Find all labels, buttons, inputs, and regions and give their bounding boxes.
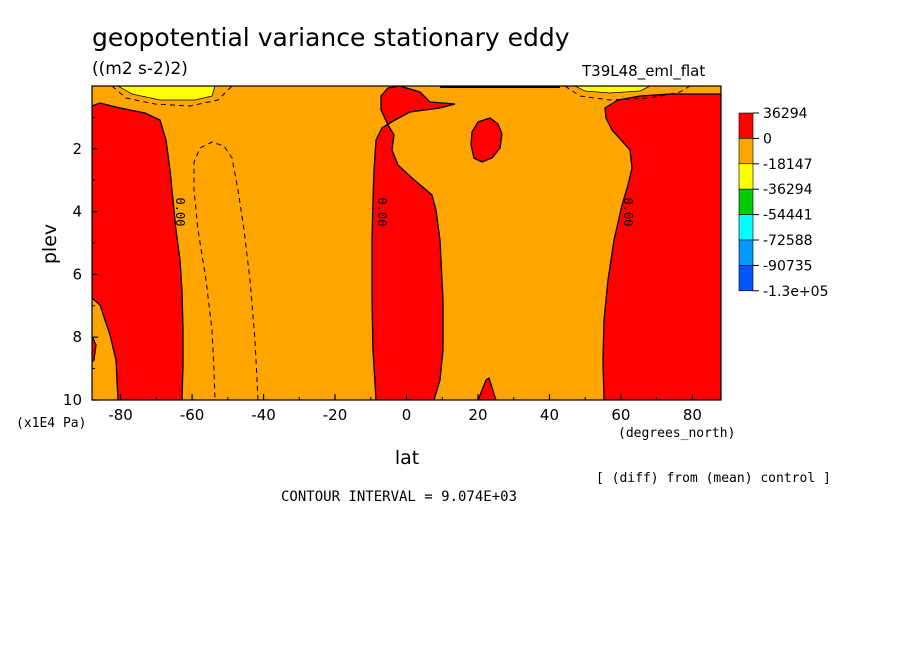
dashed-contour-topleft <box>111 86 233 107</box>
y-axis: 2 4 6 8 10 <box>63 116 98 409</box>
dashed-contour-left <box>193 141 259 400</box>
x-tick-label: 0 <box>402 406 412 424</box>
colorbar-label: -18147 <box>763 157 813 173</box>
colorbar-label: 36294 <box>763 106 808 122</box>
colorbar-label: -72588 <box>763 233 813 249</box>
red-bubble <box>470 117 503 163</box>
yellow-band-left <box>117 86 216 101</box>
y-tick-label: 2 <box>72 140 82 158</box>
x-units-label: (degrees_north) <box>618 426 735 441</box>
y-axis-label: plev <box>39 224 61 264</box>
yellow-band-right <box>574 86 651 94</box>
contour-label-right: 0.00 <box>621 198 635 227</box>
y-tick-label: 6 <box>72 265 82 283</box>
x-tick-label: -80 <box>108 406 133 424</box>
x-tick-label: 60 <box>611 406 630 424</box>
x-axis-label: lat <box>395 447 419 469</box>
x-axis: -80 -60 -40 -20 0 20 40 60 80 <box>108 394 702 424</box>
red-region-left <box>92 102 184 400</box>
colorbar-swatch <box>738 265 754 292</box>
red-region-center <box>371 86 456 400</box>
comparison-note: [ (diff) from (mean) control ] <box>596 471 831 486</box>
colorbar-swatch <box>738 239 754 266</box>
colorbar-swatch <box>738 163 754 190</box>
plot-area: 0.00 0.00 0.00 <box>91 85 722 401</box>
x-tick-label: 80 <box>683 406 702 424</box>
y-units-label: (x1E4 Pa) <box>16 416 86 431</box>
colorbar-label: -90735 <box>763 258 813 274</box>
x-tick-label: -20 <box>323 406 348 424</box>
x-tick-label: -40 <box>251 406 276 424</box>
colorbar-label: -36294 <box>763 182 813 198</box>
y-tick-label: 4 <box>72 203 82 221</box>
x-tick-label: 20 <box>468 406 487 424</box>
x-tick-label: 40 <box>540 406 559 424</box>
red-sliver-left <box>92 335 97 363</box>
units-label: ((m2 s-2)2) <box>92 59 188 79</box>
chart-title: geopotential variance stationary eddy <box>92 23 570 52</box>
red-region-right <box>602 93 721 400</box>
y-tick-label: 8 <box>72 328 82 346</box>
y-tick-label: 10 <box>63 391 82 409</box>
x-tick-label: -60 <box>180 406 205 424</box>
colorbar: 36294 0 -18147 -36294 -54441 -72588 -90735 -1.3… <box>738 106 828 300</box>
colorbar-swatch <box>738 214 754 241</box>
colorbar-swatch <box>738 138 754 165</box>
contour-label-center: 0.00 <box>375 198 389 227</box>
dashed-contour-topright <box>564 86 691 101</box>
colorbar-swatch <box>738 188 754 215</box>
contour-interval: CONTOUR INTERVAL = 9.074E+03 <box>281 489 517 505</box>
red-spike <box>477 377 497 400</box>
run-label: T39L48_eml_flat <box>581 62 705 81</box>
colorbar-label: -54441 <box>763 208 813 224</box>
colorbar-label: 0 <box>763 131 772 147</box>
colorbar-swatch <box>738 112 754 139</box>
contour-label-left: 0.00 <box>173 198 187 227</box>
top-strip <box>440 86 560 88</box>
colorbar-label: -1.3e+05 <box>763 284 828 300</box>
